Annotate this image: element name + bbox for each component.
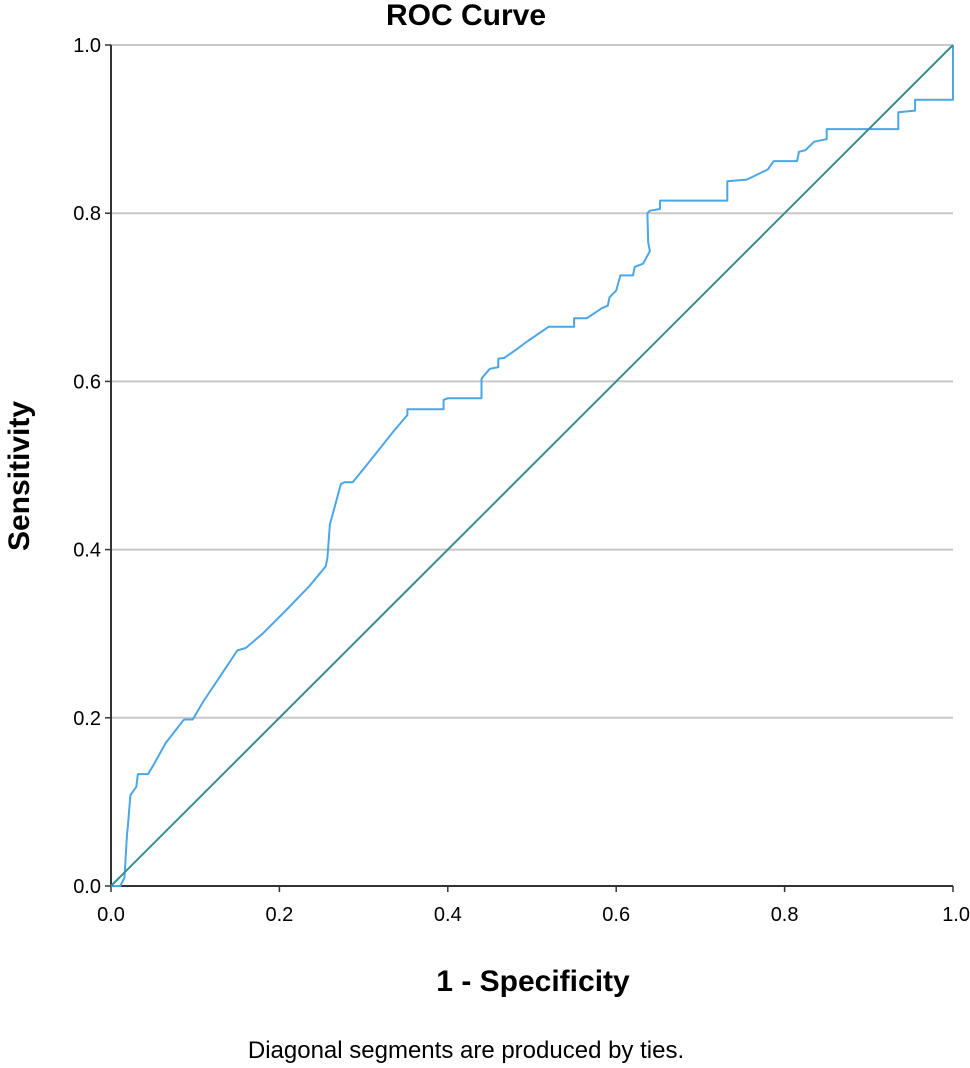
x-tick-label: 1.0	[942, 904, 970, 926]
y-tick-label: 1.0	[73, 35, 101, 57]
gridlines	[111, 44, 953, 719]
y-tick-label: 0.2	[73, 708, 101, 730]
x-tick-label: 0.0	[97, 904, 125, 926]
y-tick-label: 0.8	[73, 203, 101, 225]
x-tick-label: 0.2	[265, 904, 293, 926]
y-tick-label: 0.4	[73, 540, 101, 562]
roc-curve-line	[111, 45, 954, 887]
x-tick-label: 0.8	[771, 904, 799, 926]
x-tick-label: 0.4	[434, 904, 462, 926]
x-tick-label: 0.6	[602, 904, 630, 926]
x-axis-label: 1 - Specificity	[436, 965, 630, 998]
tick-labels: 0.0 0.2 0.4 0.6 0.8 1.0 0.0 0.2 0.4 0.6 0.8 1.0	[73, 35, 970, 926]
series-lines	[110, 44, 954, 887]
y-axis-label: Sensitivity	[3, 401, 36, 551]
reference-line	[110, 44, 954, 887]
y-tick-label: 0.6	[73, 371, 101, 393]
chart-title: ROC Curve	[386, 0, 546, 32]
y-tick-label: 0.0	[73, 876, 101, 898]
chart-footnote: Diagonal segments are produced by ties.	[248, 1037, 684, 1064]
